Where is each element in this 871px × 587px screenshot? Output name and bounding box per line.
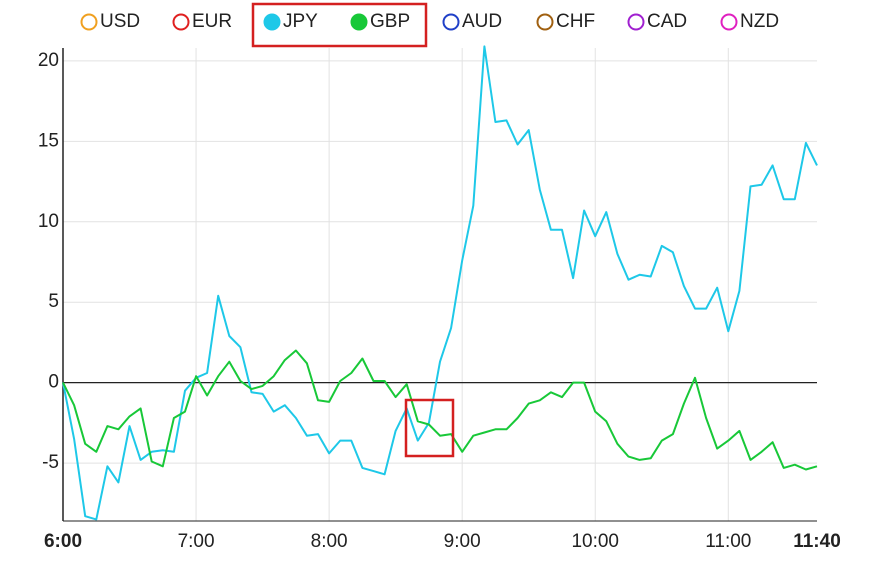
- legend-label: EUR: [192, 11, 232, 32]
- legend-marker: [263, 13, 281, 31]
- y-tick-label: 5: [48, 291, 59, 312]
- y-tick-label: 10: [38, 211, 59, 232]
- y-tick-label: -5: [42, 452, 59, 473]
- legend-item[interactable]: CHF: [536, 11, 596, 32]
- legend-marker: [172, 13, 190, 31]
- x-tick-label: 11:40: [793, 531, 841, 552]
- x-tick-label: 7:00: [178, 531, 215, 552]
- x-tick-label: 9:00: [444, 531, 481, 552]
- legend-item[interactable]: CAD: [627, 11, 688, 32]
- legend-item[interactable]: AUD: [442, 11, 503, 32]
- y-tick-label: 20: [38, 50, 59, 71]
- legend-label: NZD: [740, 11, 779, 32]
- highlight-box: [251, 2, 428, 48]
- legend-label: AUD: [462, 11, 502, 32]
- legend-label: CHF: [556, 11, 595, 32]
- legend-marker: [442, 13, 460, 31]
- legend-label: USD: [100, 11, 140, 32]
- legend-marker: [350, 13, 368, 31]
- grid: -5 0 5 10 15 20 6:00 7:00 8:00 9:00 10:00 11:00 11:4…: [38, 48, 841, 552]
- highlight-box: [404, 398, 455, 458]
- legend-item[interactable]: EUR: [172, 11, 233, 32]
- y-tick-label: 0: [48, 372, 59, 393]
- plot: [62, 45, 818, 521]
- legend-item[interactable]: GBP: [350, 11, 411, 32]
- legend-item[interactable]: USD: [80, 11, 141, 32]
- legend-marker: [536, 13, 554, 31]
- legend-item[interactable]: NZD: [720, 11, 780, 32]
- legend-marker: [627, 13, 645, 31]
- x-tick-label: 6:00: [44, 531, 82, 552]
- x-tick-label: 10:00: [571, 531, 619, 552]
- series-line: [62, 349, 818, 471]
- legend-marker: [80, 13, 98, 31]
- legend-marker: [720, 13, 738, 31]
- legend-item[interactable]: JPY: [263, 11, 319, 32]
- legend: USD EUR JPY GBP AUD CHF CAD NZD: [80, 11, 780, 32]
- legend-label: JPY: [283, 11, 318, 32]
- legend-label: GBP: [370, 11, 410, 32]
- legend-label: CAD: [647, 11, 687, 32]
- x-tick-label: 8:00: [311, 531, 348, 552]
- y-tick-label: 15: [38, 130, 59, 151]
- x-tick-label: 11:00: [705, 531, 751, 552]
- series-line: [62, 45, 818, 521]
